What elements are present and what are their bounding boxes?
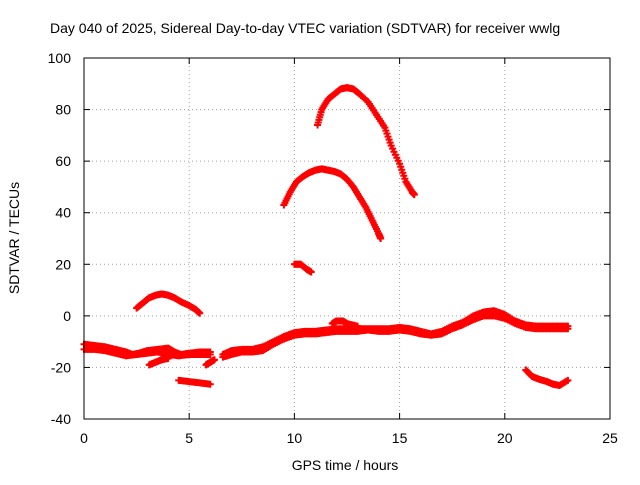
data-point bbox=[206, 380, 214, 388]
tick-layer: 0 5 10 15 20 25 -40 -20 0 20 40 60 80 100 bbox=[48, 50, 618, 446]
x-tick-label: 5 bbox=[185, 430, 193, 446]
y-tick-label: 60 bbox=[55, 153, 71, 169]
y-tick-label: -40 bbox=[51, 411, 71, 427]
data-point bbox=[564, 376, 572, 384]
x-tick-label: 20 bbox=[497, 430, 513, 446]
series-midday-arc bbox=[280, 165, 385, 242]
series-morning-low-2 bbox=[175, 376, 214, 388]
y-tick-label: 100 bbox=[48, 50, 72, 66]
data-point bbox=[164, 354, 172, 362]
series-morning-low-1 bbox=[145, 354, 172, 369]
data-point bbox=[210, 356, 218, 364]
series-morning-low-3 bbox=[202, 356, 218, 369]
series-morning-arc bbox=[133, 290, 204, 317]
x-axis-label: GPS time / hours bbox=[292, 457, 399, 473]
data-point bbox=[377, 235, 385, 242]
chart-title: Day 040 of 2025, Sidereal Day-to-day VTE… bbox=[50, 20, 560, 36]
data-point bbox=[410, 191, 418, 199]
x-tick-label: 25 bbox=[602, 430, 618, 446]
data-layer bbox=[80, 84, 572, 389]
x-tick-label: 0 bbox=[80, 430, 88, 446]
y-tick-label: 0 bbox=[63, 308, 71, 324]
series-main-band-mid-lower bbox=[219, 312, 572, 361]
data-point bbox=[354, 322, 362, 330]
series-short-segment bbox=[290, 260, 315, 276]
plot-frame bbox=[83, 57, 611, 420]
data-point bbox=[196, 309, 204, 317]
data-point bbox=[307, 268, 315, 276]
y-tick-label: 40 bbox=[55, 205, 71, 221]
y-tick-label: 20 bbox=[55, 256, 71, 272]
series-main-band-lower bbox=[80, 345, 214, 360]
y-tick-label: -20 bbox=[51, 359, 71, 375]
x-tick-label: 15 bbox=[392, 430, 408, 446]
series-peak-arc bbox=[314, 84, 418, 199]
data-point bbox=[564, 325, 572, 333]
series-noon-cluster bbox=[328, 317, 362, 330]
y-tick-label: 80 bbox=[55, 102, 71, 118]
x-tick-label: 10 bbox=[287, 430, 303, 446]
series-evening-tail bbox=[522, 366, 572, 389]
y-axis-label: SDTVAR / TECUs bbox=[6, 182, 22, 294]
data-point bbox=[206, 351, 214, 359]
grid-layer bbox=[84, 58, 610, 419]
